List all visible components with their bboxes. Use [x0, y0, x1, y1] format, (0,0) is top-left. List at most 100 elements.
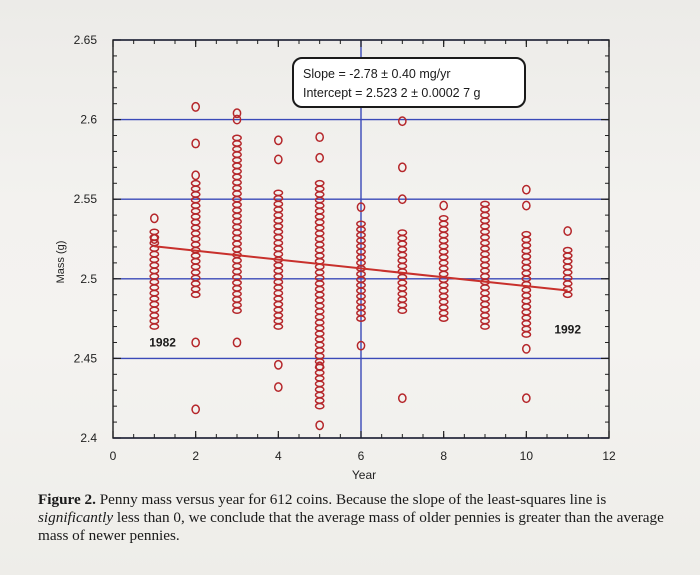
data-point	[314, 397, 325, 404]
data-point	[438, 248, 449, 256]
data-point	[315, 152, 325, 163]
data-point	[521, 200, 531, 211]
data-point	[480, 289, 490, 297]
data-point	[314, 235, 325, 243]
data-point	[314, 246, 325, 254]
data-point	[273, 382, 283, 393]
data-point	[562, 252, 573, 260]
year-column	[397, 116, 408, 404]
year-column	[149, 213, 160, 330]
data-point	[314, 274, 325, 282]
data-point	[273, 300, 284, 308]
data-point	[314, 380, 325, 388]
y-tick-label: 2.4	[80, 431, 97, 445]
data-point	[397, 240, 408, 248]
data-point	[273, 222, 284, 230]
data-point	[314, 308, 325, 315]
year-column	[521, 184, 532, 404]
data-point	[191, 101, 201, 112]
year-column	[480, 200, 490, 330]
data-point	[480, 261, 490, 269]
data-point	[190, 224, 201, 232]
data-point	[232, 184, 242, 192]
data-point	[438, 292, 449, 300]
data-point	[314, 386, 325, 393]
data-point	[314, 202, 325, 209]
data-point	[273, 200, 284, 208]
data-point	[314, 224, 325, 232]
data-point	[232, 279, 242, 287]
caption-text-1: Penny mass versus year for 612 coins. Be…	[95, 491, 607, 508]
annotation-box: Slope = -2.78 ± 0.40 mg/yr Intercept = 2…	[292, 57, 526, 108]
data-point	[232, 257, 242, 264]
data-point	[438, 220, 449, 228]
data-point	[232, 301, 242, 309]
data-point	[232, 290, 242, 298]
year-column	[232, 108, 242, 348]
data-point	[397, 296, 408, 303]
data-point	[521, 331, 532, 338]
data-point	[438, 253, 449, 261]
data-point	[314, 230, 325, 237]
data-point	[438, 298, 449, 306]
data-point	[397, 194, 407, 205]
data-point	[149, 250, 160, 258]
data-point	[521, 236, 532, 244]
data-point	[314, 319, 325, 326]
x-tick-label: 2	[192, 449, 199, 463]
data-point	[521, 343, 531, 354]
data-point	[315, 361, 325, 372]
data-point	[314, 330, 325, 338]
data-point	[273, 267, 284, 275]
data-point	[149, 267, 160, 275]
data-point	[191, 138, 201, 149]
year-column	[356, 202, 366, 351]
data-point	[190, 213, 201, 221]
year-column	[273, 135, 284, 393]
y-tick-label: 2.55	[74, 192, 98, 206]
x-tick-label: 8	[440, 449, 447, 463]
data-point	[273, 289, 284, 297]
data-point	[480, 256, 490, 264]
data-point	[521, 393, 531, 404]
data-point	[273, 317, 284, 325]
data-point	[480, 295, 490, 303]
data-point	[273, 306, 284, 314]
data-point	[438, 270, 449, 278]
year-column	[438, 200, 449, 322]
data-point	[232, 296, 242, 303]
x-tick-label: 12	[602, 449, 616, 463]
data-point	[438, 309, 449, 317]
data-point	[480, 300, 490, 308]
data-point	[149, 312, 160, 319]
data-point	[232, 229, 242, 236]
data-point	[273, 323, 284, 330]
data-point	[314, 207, 325, 215]
data-point	[314, 296, 325, 304]
data-point	[439, 200, 449, 211]
data-point	[273, 250, 284, 258]
year-column	[314, 132, 325, 431]
point-label: 1982	[149, 335, 176, 349]
data-point	[273, 211, 284, 219]
data-point	[480, 312, 490, 319]
data-point	[315, 132, 325, 143]
data-point	[149, 284, 160, 291]
data-point	[521, 314, 532, 322]
data-point	[314, 191, 325, 198]
data-point	[232, 337, 242, 348]
data-point	[314, 269, 325, 276]
data-point	[397, 257, 408, 264]
data-point	[480, 217, 490, 225]
data-point	[438, 259, 449, 267]
data-point	[190, 230, 201, 237]
data-point	[315, 420, 325, 431]
data-point	[149, 278, 160, 286]
data-point	[232, 218, 242, 225]
data-point	[273, 239, 284, 247]
data-point	[232, 167, 242, 175]
data-point	[397, 251, 408, 259]
y-tick-label: 2.6	[80, 113, 97, 127]
data-point	[480, 323, 490, 330]
data-point	[438, 242, 449, 250]
